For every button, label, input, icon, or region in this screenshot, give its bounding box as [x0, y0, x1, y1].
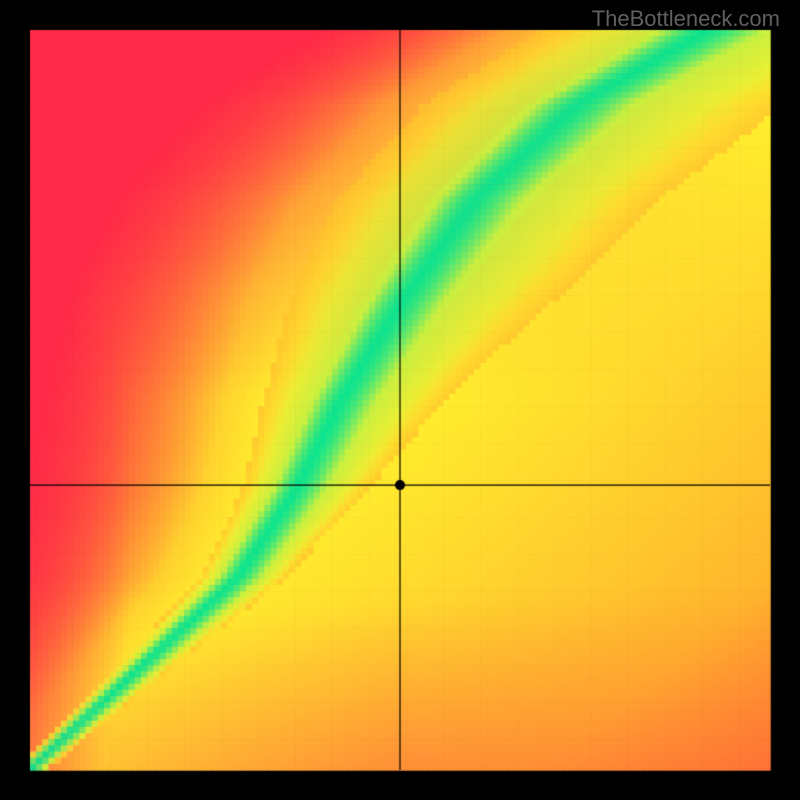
heatmap-canvas: [0, 0, 800, 800]
chart-container: TheBottleneck.com: [0, 0, 800, 800]
watermark-text: TheBottleneck.com: [592, 6, 780, 32]
